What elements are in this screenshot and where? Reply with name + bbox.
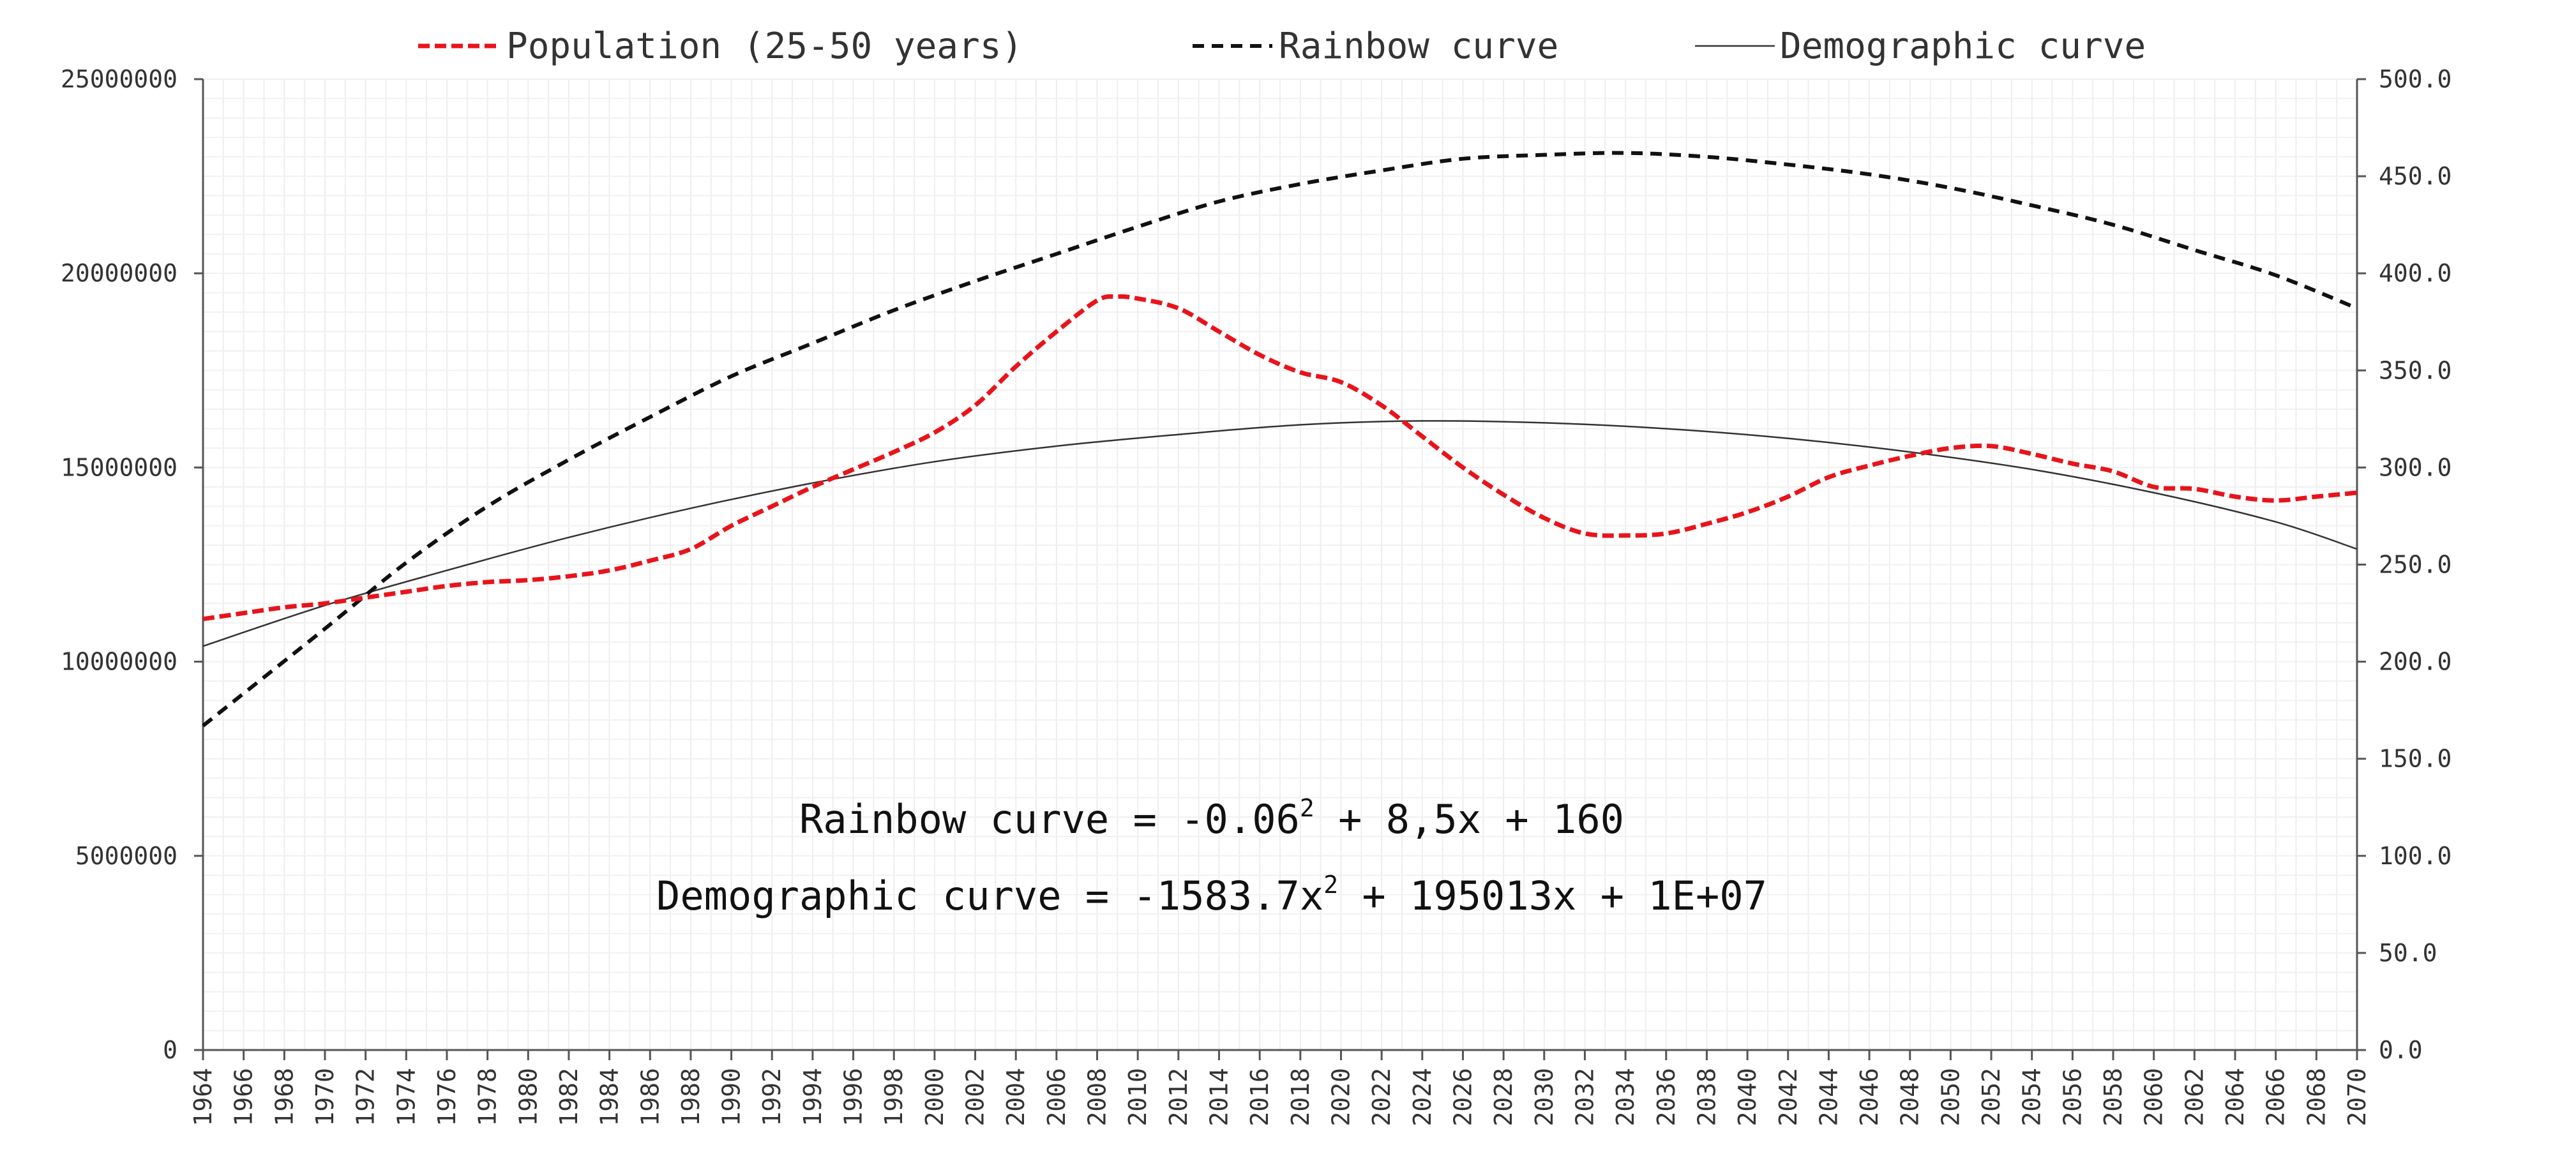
x-tick-label: 2034 (1611, 1068, 1639, 1127)
x-tick-label: 2008 (1083, 1068, 1111, 1127)
x-tick-label: 1988 (677, 1068, 705, 1127)
x-tick-label: 2058 (2099, 1068, 2127, 1127)
y-right-tick-label: 500.0 (2379, 65, 2452, 93)
x-tick-label: 2024 (1408, 1068, 1436, 1127)
x-tick-label: 2064 (2221, 1068, 2249, 1127)
legend: Population (25-50 years) Rainbow curve Dem… (418, 26, 2146, 67)
x-tick-label: 1986 (636, 1068, 664, 1127)
x-tick-label: 1982 (555, 1068, 583, 1127)
y-left-tick-label: 0 (163, 1036, 177, 1064)
x-tick-label: 2004 (1002, 1068, 1030, 1127)
legend-label: Population (25-50 years) (506, 26, 1023, 67)
y-right-tick-label: 300.0 (2379, 453, 2452, 481)
x-tick-label: 2040 (1733, 1068, 1761, 1127)
x-tick-label: 2002 (961, 1068, 990, 1127)
y-right-tick-label: 450.0 (2379, 162, 2452, 190)
x-tick-label: 1974 (392, 1068, 420, 1127)
x-tick-label: 2020 (1327, 1068, 1355, 1127)
x-tick-label: 2032 (1570, 1068, 1599, 1127)
y-right-tick-label: 100.0 (2379, 842, 2452, 870)
series-line-demographic (202, 420, 2358, 647)
x-tick-label: 1970 (311, 1068, 339, 1127)
equation-annotations: Rainbow curve = -0.062 + 8,5x + 160 Demo… (656, 794, 1767, 919)
x-tick-label: 2056 (2058, 1068, 2086, 1127)
x-tick-label: 2042 (1774, 1068, 1802, 1127)
x-tick-label: 2036 (1652, 1068, 1680, 1127)
series-line-rainbow (202, 151, 2358, 728)
x-tick-label: 2046 (1855, 1068, 1883, 1127)
x-tick-label: 1998 (880, 1068, 908, 1127)
x-tick-label: 1964 (189, 1068, 217, 1127)
x-tick-label: 1972 (352, 1068, 380, 1127)
x-tick-label: 2060 (2140, 1068, 2168, 1127)
x-tick-label: 2054 (2018, 1068, 2046, 1127)
x-tick-label: 2028 (1489, 1068, 1518, 1127)
x-tick-label: 2012 (1164, 1068, 1193, 1127)
x-tick-label: 2070 (2343, 1068, 2371, 1127)
x-tick-label: 2014 (1205, 1068, 1233, 1127)
y-left-tick-label: 20000000 (61, 259, 177, 287)
x-tick-label: 2006 (1043, 1068, 1071, 1127)
x-tick-label: 2000 (921, 1068, 949, 1127)
y-right-tick-label: 250.0 (2379, 551, 2452, 579)
y-left-tick-label: 25000000 (61, 65, 177, 93)
x-tick-label: 1968 (270, 1068, 298, 1127)
y-right-tick-label: 350.0 (2379, 356, 2452, 384)
x-tick-label: 2016 (1246, 1068, 1274, 1127)
y-right-tick-label: 200.0 (2379, 648, 2452, 676)
x-tick-label: 1994 (799, 1068, 827, 1127)
x-tick-label: 2022 (1367, 1068, 1396, 1127)
x-tick-label: 1992 (758, 1068, 786, 1127)
y-right-tick-label: 50.0 (2379, 939, 2437, 967)
rainbow-equation: Rainbow curve = -0.062 + 8,5x + 160 (799, 794, 1624, 843)
x-tick-label: 2018 (1286, 1068, 1314, 1127)
y-right-tick-label: 150.0 (2379, 745, 2452, 773)
x-tick-label: 1966 (230, 1068, 258, 1127)
legend-label: Rainbow curve (1279, 26, 1558, 67)
y-left-tick-label: 10000000 (61, 648, 177, 676)
x-tick-label: 2038 (1692, 1068, 1721, 1127)
x-tick-label: 1996 (840, 1068, 868, 1127)
y-left-tick-label: 15000000 (61, 453, 177, 481)
x-tick-label: 1978 (474, 1068, 502, 1127)
y-right-tick-label: 0.0 (2379, 1036, 2423, 1064)
x-tick-label: 2052 (1977, 1068, 2005, 1127)
x-tick-label: 2026 (1449, 1068, 1477, 1127)
x-tick-label: 2030 (1530, 1068, 1558, 1127)
x-tick-label: 1990 (718, 1068, 746, 1127)
series-line-population (202, 294, 2358, 622)
x-tick-label: 2066 (2262, 1068, 2290, 1127)
x-tick-label: 1980 (514, 1068, 542, 1127)
x-tick-label: 2068 (2302, 1068, 2330, 1127)
x-tick-label: 2048 (1896, 1068, 1924, 1127)
grid (202, 79, 2358, 1051)
x-tick-label: 2044 (1814, 1068, 1842, 1127)
demographic-equation: Demographic curve = -1583.7x2 + 195013x … (656, 871, 1767, 919)
y-right-tick-label: 400.0 (2379, 259, 2452, 287)
y-left-tick-label: 5000000 (75, 842, 177, 870)
x-tick-label: 2010 (1124, 1068, 1152, 1127)
axes: 0 5000000 10000000 15000000 20000000 25000000… (61, 65, 2452, 1127)
series-lines (202, 151, 2358, 728)
x-tick-label: 2050 (1936, 1068, 1964, 1127)
x-tick-label: 1984 (596, 1068, 624, 1127)
legend-label: Demographic curve (1780, 26, 2146, 67)
x-tick-label: 2062 (2180, 1068, 2208, 1127)
x-tick-label: 1976 (433, 1068, 461, 1127)
